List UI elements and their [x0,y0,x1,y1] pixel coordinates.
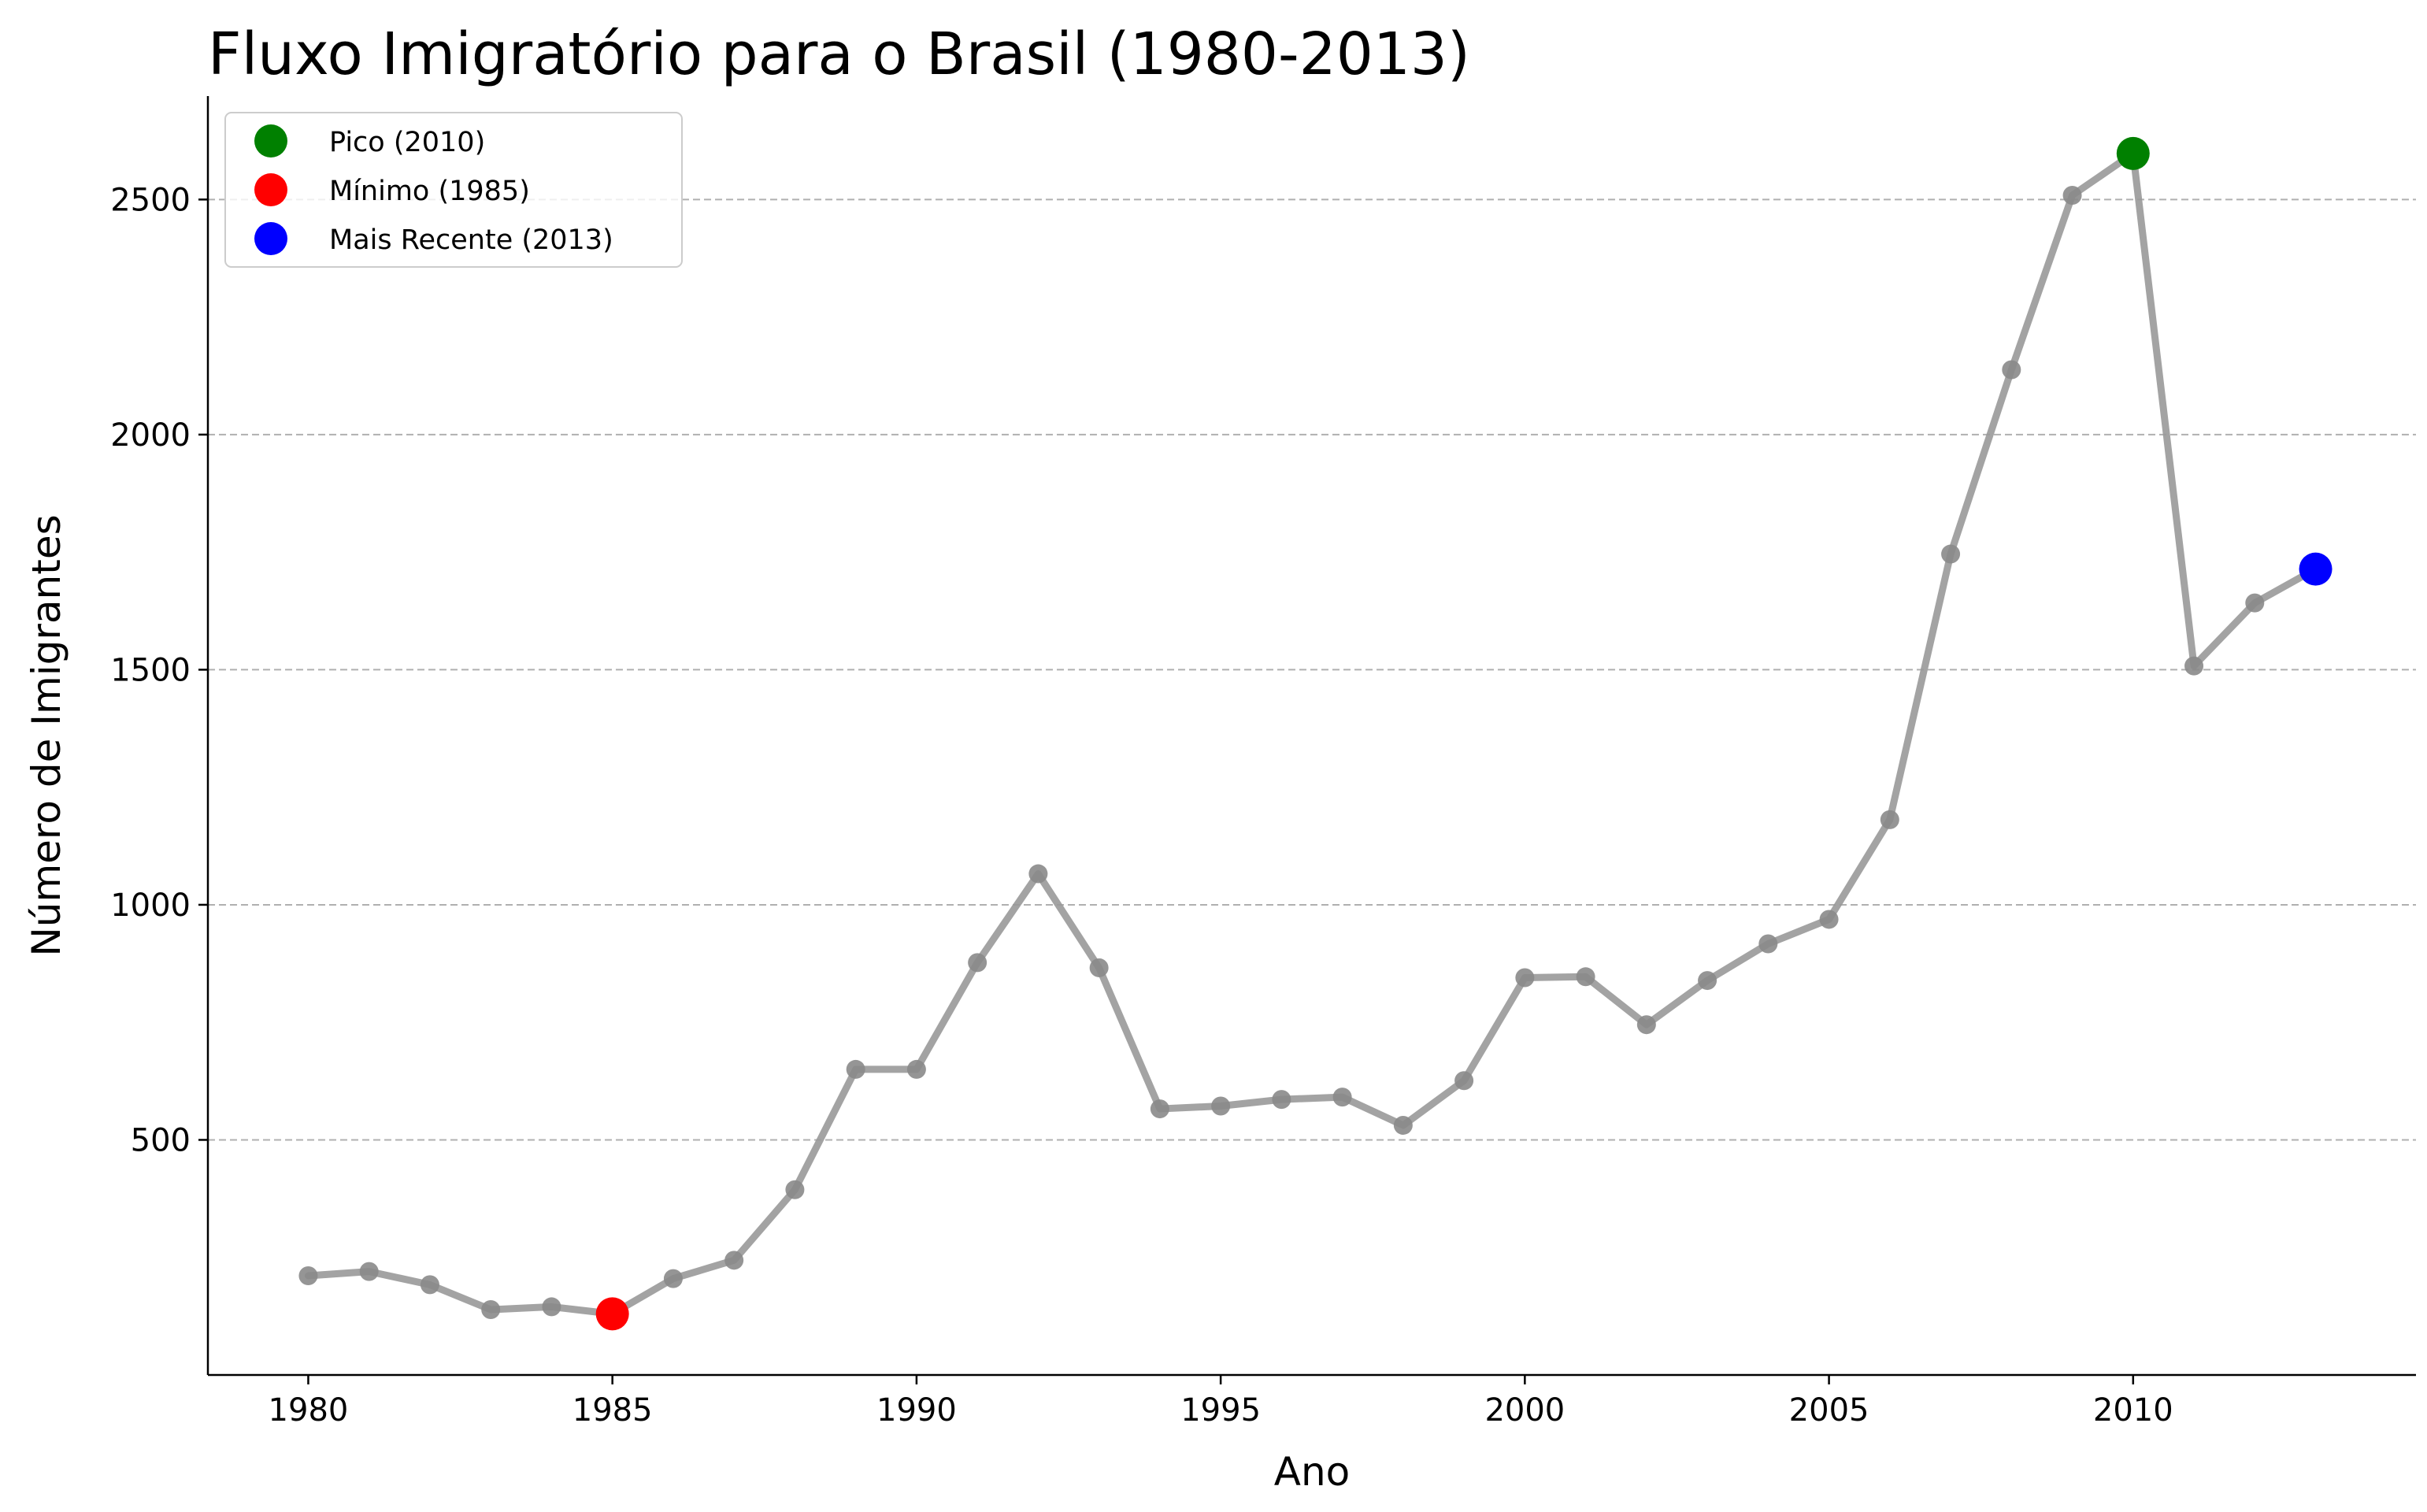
data-point [1272,1090,1291,1110]
data-point [1211,1096,1231,1116]
data-point [1698,971,1717,991]
x-tick-label: 2000 [1484,1392,1565,1429]
highlight-points [595,136,2333,1331]
y-axis-label: Número de Imigrantes [24,514,69,956]
legend-label: Pico (2010) [329,127,485,158]
data-point [298,1266,318,1286]
legend-box [224,112,683,268]
data-point [420,1275,439,1295]
data-point [1941,544,1961,564]
y-tick-label: 2000 [110,417,191,454]
legend-label: Mínimo (1985) [329,176,530,207]
x-tick-label: 1985 [572,1392,653,1429]
data-point [1454,1071,1474,1091]
legend-label: Mais Recente (2013) [329,224,613,256]
data-point [1758,934,1778,954]
y-tick-label: 2500 [110,182,191,218]
data-point [846,1059,865,1079]
x-tick-label: 2010 [2093,1392,2173,1429]
data-point [1636,1015,1656,1035]
data-point [1819,910,1839,929]
data-point [1150,1099,1169,1119]
data-point [724,1251,744,1270]
chart-title: Fluxo Imigratório para o Brasil (1980-20… [208,20,1470,88]
data-point [542,1297,561,1317]
data-point [1089,958,1109,977]
data-point [663,1269,683,1288]
x-tick-label: 1980 [269,1392,349,1429]
y-tick-label: 500 [131,1122,191,1158]
highlight-point [2299,552,2333,586]
data-point [2002,360,2021,380]
y-tick-label: 1000 [110,888,191,924]
x-tick-label: 1990 [876,1392,957,1429]
legend-marker [254,173,287,206]
highlight-point [595,1297,629,1331]
y-ticks: 500 1000 1500 2000 2500 [110,182,208,1158]
x-tick-label: 1995 [1180,1392,1261,1429]
data-point [1880,810,1899,829]
x-tick-label: 2005 [1789,1392,1869,1429]
x-axis-label: Ano [1274,1449,1350,1495]
data-point [1332,1088,1352,1107]
x-ticks: 1980 1985 1990 1995 2000 2005 2010 [269,1375,2173,1429]
data-point [481,1300,501,1320]
data-point [359,1262,379,1281]
data-point [1515,968,1535,988]
legend-marker [254,124,287,158]
data-point [2245,593,2265,613]
data-point [2062,185,2082,205]
series-line-group [298,143,2325,1324]
y-tick-label: 1500 [110,652,191,688]
legend-marker [254,222,287,255]
data-point [968,953,987,973]
data-point [1393,1115,1413,1135]
highlight-point [2116,136,2150,170]
data-point [906,1059,926,1079]
data-point [2184,656,2204,676]
data-point [1576,967,1595,987]
series-line [304,150,2320,1317]
axes [206,96,2416,1377]
legend: Pico (2010) Mínimo (1985) Mais Recente (20… [224,112,683,268]
data-point [785,1180,805,1199]
data-point [1028,864,1048,884]
grid-lines [208,198,2416,1141]
